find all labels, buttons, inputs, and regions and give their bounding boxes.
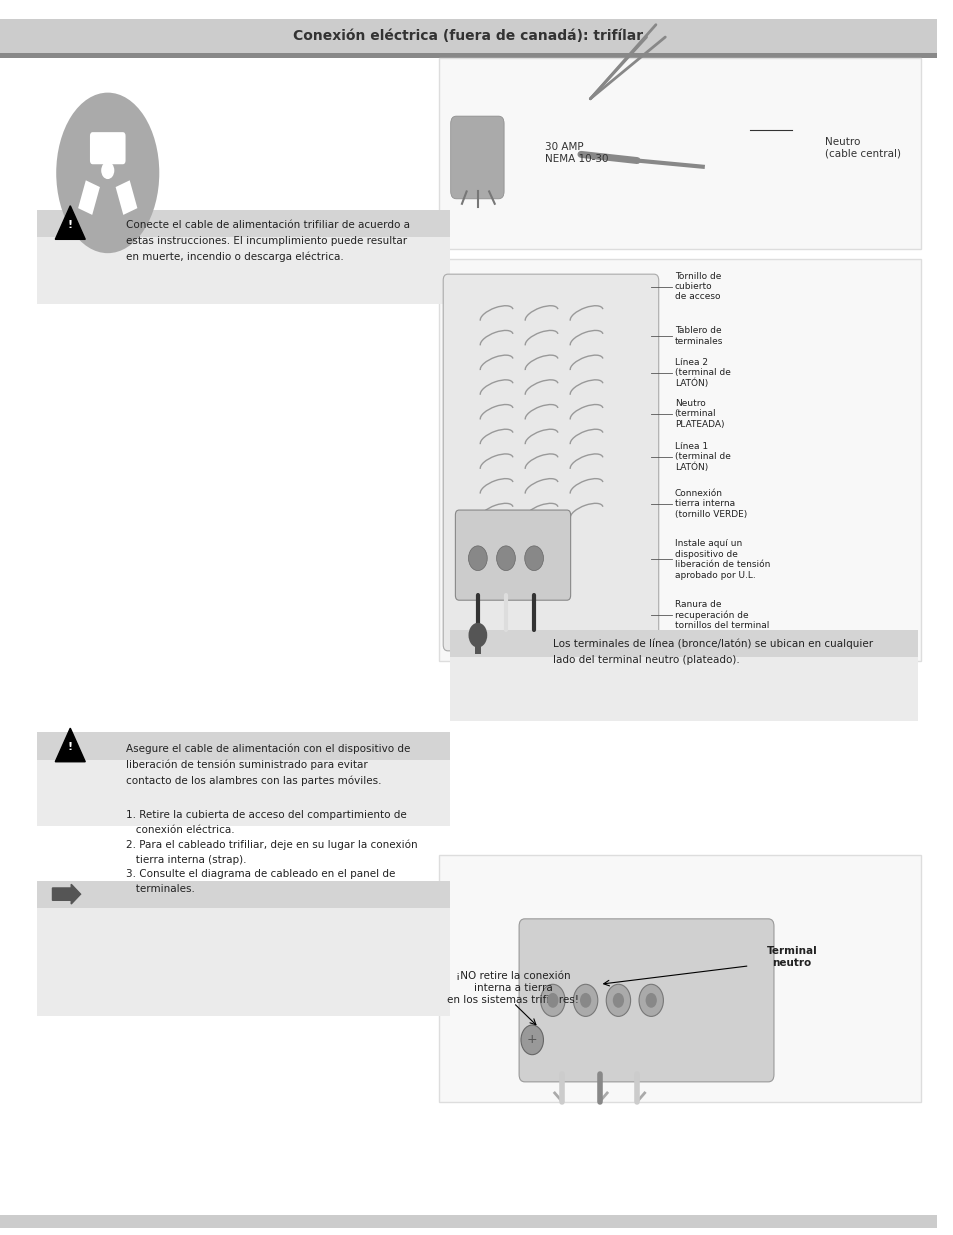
Text: conexión eléctrica.: conexión eléctrica. <box>127 825 234 835</box>
Text: !: ! <box>68 742 72 752</box>
Text: en muerte, incendio o descarga eléctrica.: en muerte, incendio o descarga eléctrica… <box>127 252 344 263</box>
Polygon shape <box>115 180 137 215</box>
Bar <box>438 58 920 249</box>
Bar <box>37 210 449 237</box>
Circle shape <box>605 984 630 1016</box>
Circle shape <box>524 546 543 571</box>
FancyArrow shape <box>52 884 80 904</box>
FancyBboxPatch shape <box>455 510 570 600</box>
Text: 1. Retire la cubierta de acceso del compartimiento de: 1. Retire la cubierta de acceso del comp… <box>127 810 407 820</box>
Text: tierra interna (strap).: tierra interna (strap). <box>127 855 247 864</box>
Text: contacto de los alambres con las partes móviles.: contacto de los alambres con las partes … <box>127 776 381 787</box>
Text: Línea 1
(terminal de
LATÓN): Línea 1 (terminal de LATÓN) <box>674 442 730 472</box>
Circle shape <box>639 984 662 1016</box>
Text: Tornillo de
cubierto
de acceso: Tornillo de cubierto de acceso <box>674 272 720 301</box>
Text: liberación de tensión suministrado para evitar: liberación de tensión suministrado para … <box>127 760 368 771</box>
Bar <box>37 237 449 304</box>
Bar <box>37 881 449 908</box>
Ellipse shape <box>56 93 159 253</box>
Bar <box>475 631 480 653</box>
Text: Línea 2
(terminal de
LATÓN): Línea 2 (terminal de LATÓN) <box>674 358 730 388</box>
Text: Conexión eléctrica (fuera de canadá): trifílar: Conexión eléctrica (fuera de canadá): tr… <box>294 30 643 43</box>
Text: 30 AMP
NEMA 10-30: 30 AMP NEMA 10-30 <box>545 142 608 164</box>
Text: terminales.: terminales. <box>127 884 195 894</box>
Text: Connexión
tierra interna
(tornillo VERDE): Connexión tierra interna (tornillo VERDE… <box>674 489 746 519</box>
Bar <box>438 259 920 661</box>
Bar <box>0 53 936 58</box>
Text: !: ! <box>68 220 72 230</box>
Text: Asegure el cable de alimentación con el dispositivo de: Asegure el cable de alimentación con el … <box>127 743 411 755</box>
Bar <box>0 19 936 53</box>
Text: 3. Consulte el diagrama de cableado en el panel de: 3. Consulte el diagrama de cableado en e… <box>127 869 395 879</box>
Polygon shape <box>55 729 85 762</box>
Circle shape <box>540 984 564 1016</box>
Circle shape <box>547 993 558 1008</box>
Circle shape <box>468 622 487 647</box>
Text: Conecte el cable de alimentación trifiliar de acuerdo a: Conecte el cable de alimentación trifili… <box>127 220 410 230</box>
Circle shape <box>468 546 487 571</box>
Text: Tablero de
terminales: Tablero de terminales <box>674 326 722 346</box>
Text: Instale aquí un
dispositivo de
liberación de tensión
aprobado por U.L.: Instale aquí un dispositivo de liberació… <box>674 540 769 579</box>
Polygon shape <box>55 206 85 240</box>
Bar <box>37 908 449 1016</box>
FancyBboxPatch shape <box>90 132 126 164</box>
Bar <box>37 760 449 826</box>
Text: Neutro
(terminal
PLATEADA): Neutro (terminal PLATEADA) <box>674 399 723 429</box>
Text: estas instrucciones. El incumplimiento puede resultar: estas instrucciones. El incumplimiento p… <box>127 236 407 246</box>
Text: +: + <box>526 1034 537 1046</box>
Circle shape <box>520 1025 543 1055</box>
Polygon shape <box>78 180 100 215</box>
Bar <box>449 630 918 657</box>
Bar <box>37 732 449 760</box>
Circle shape <box>579 993 591 1008</box>
Circle shape <box>645 993 657 1008</box>
FancyBboxPatch shape <box>450 116 503 199</box>
FancyBboxPatch shape <box>518 919 773 1082</box>
FancyBboxPatch shape <box>443 274 658 651</box>
Text: lado del terminal neutro (plateado).: lado del terminal neutro (plateado). <box>552 655 739 664</box>
Text: Neutro
(cable central): Neutro (cable central) <box>823 137 900 159</box>
Text: Terminal
neutro: Terminal neutro <box>765 946 817 968</box>
Bar <box>438 855 920 1102</box>
Bar <box>449 657 918 721</box>
Circle shape <box>497 546 515 571</box>
Circle shape <box>101 162 114 179</box>
Text: Los terminales de línea (bronce/latón) se ubican en cualquier: Los terminales de línea (bronce/latón) s… <box>552 638 872 650</box>
Text: Ranura de
recuperación de
tornillos del terminal: Ranura de recuperación de tornillos del … <box>674 600 768 630</box>
Text: 2. Para el cableado trifiliar, deje en su lugar la conexión: 2. Para el cableado trifiliar, deje en s… <box>127 840 417 851</box>
Circle shape <box>573 984 598 1016</box>
Bar <box>0 1215 936 1228</box>
Circle shape <box>612 993 623 1008</box>
Text: ¡NO retire la conexión
interna a tierra
en los sistemas trifilares!: ¡NO retire la conexión interna a tierra … <box>447 972 578 1004</box>
